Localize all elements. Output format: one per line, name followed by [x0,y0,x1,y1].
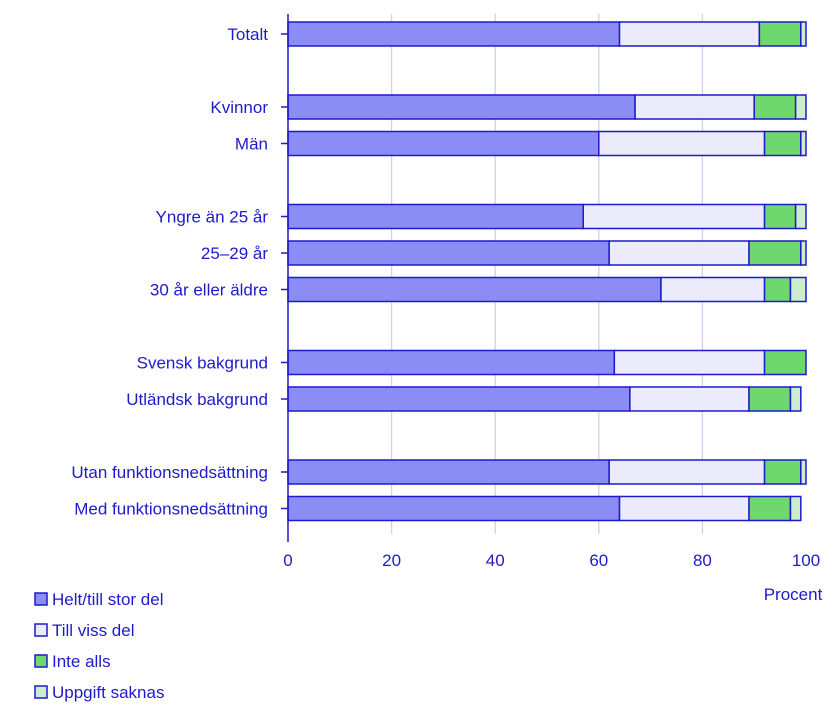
bar-segment-med-funktionsnedsattning-inte-alls [748,495,792,522]
x-tick-label-40: 40 [486,551,505,570]
bar-segment-yngre-an-25-ar-till-viss-del [582,203,766,230]
bar-row-svensk-bakgrund [287,349,807,376]
bar-segment-yngre-an-25-ar-helt-till-stor-del [287,203,585,230]
bar-segment-utlandsk-bakgrund-uppgift-saknas [789,386,802,412]
bar-segment-man-helt-till-stor-del [287,130,600,157]
category-label-25-29-ar: 25–29 år [201,244,268,263]
bar-segment-man-till-viss-del [598,130,766,157]
bar-segment-kvinnor-till-viss-del [634,94,755,120]
bar-segment-utan-funktionsnedsattning-till-viss-del [608,459,766,485]
bar-row-kvinnor [287,94,807,120]
bar-segment-30-ar-eller-aldre-inte-alls [763,276,792,303]
legend-label-till-viss-del: Till viss del [52,621,135,640]
x-tick-label-80: 80 [693,551,712,570]
bar-row-30-ar-eller-aldre [287,276,807,303]
legend-label-inte-alls: Inte alls [52,652,111,671]
legend-label-helt-till-stor-del: Helt/till stor del [52,590,163,609]
legend: Helt/till stor del Till viss del Inte alls… [34,590,164,702]
bar-row-man [287,130,807,157]
bar-segment-30-ar-eller-aldre-till-viss-del [660,276,766,303]
bar-segment-totalt-helt-till-stor-del [287,21,621,47]
bar-row-utlandsk-bakgrund [287,386,802,412]
legend-item-till-viss-del: Till viss del [34,621,135,640]
category-label-utlandsk-bakgrund: Utländsk bakgrund [126,390,268,409]
bar-segment-utan-funktionsnedsattning-inte-alls [763,459,802,485]
x-tick-label-100: 100 [792,551,820,570]
bar-segment-kvinnor-uppgift-saknas [794,94,807,120]
category-labels: Totalt Kvinnor Män Yngre än 25 år 25–29 år 30… [71,25,288,519]
bar-segment-yngre-an-25-ar-uppgift-saknas [794,203,807,230]
category-label-yngre-an-25-ar: Yngre än 25 år [156,208,269,227]
bar-row-yngre-an-25-ar [287,203,807,230]
category-label-30-ar-eller-aldre: 30 år eller äldre [150,281,268,300]
bar-segment-yngre-an-25-ar-inte-alls [763,203,797,230]
bar-segment-utlandsk-bakgrund-inte-alls [748,386,792,412]
bar-segment-utan-funktionsnedsattning-helt-till-stor-del [287,459,610,485]
legend-swatch-inte-alls [34,654,48,668]
bar-segment-utlandsk-bakgrund-till-viss-del [629,386,750,412]
bar-segment-med-funktionsnedsattning-helt-till-stor-del [287,495,621,522]
category-label-totalt: Totalt [227,25,268,44]
legend-swatch-uppgift-saknas [34,685,48,699]
bar-row-totalt [287,21,807,47]
bar-segment-totalt-till-viss-del [618,21,761,47]
bar-row-med-funktionsnedsattning [287,495,802,522]
category-label-med-funktionsnedsattning: Med funktionsnedsättning [74,500,268,519]
legend-item-uppgift-saknas: Uppgift saknas [34,683,164,702]
bar-segment-utan-funktionsnedsattning-uppgift-saknas [800,459,807,485]
category-label-man: Män [235,135,268,154]
bar-segment-man-inte-alls [763,130,802,157]
legend-item-helt-till-stor-del: Helt/till stor del [34,590,163,609]
bar-segment-30-ar-eller-aldre-uppgift-saknas [789,276,807,303]
bar-segment-25-29-ar-inte-alls [748,240,802,266]
bar-row-utan-funktionsnedsattning [287,459,807,485]
category-label-utan-funktionsnedsattning: Utan funktionsnedsättning [71,463,268,482]
bar-segment-25-29-ar-uppgift-saknas [800,240,807,266]
x-tick-label-60: 60 [589,551,608,570]
category-label-svensk-bakgrund: Svensk bakgrund [137,354,268,373]
category-label-kvinnor: Kvinnor [210,98,268,117]
bar-segment-med-funktionsnedsattning-till-viss-del [618,495,750,522]
bar-segment-25-29-ar-till-viss-del [608,240,750,266]
bar-segment-totalt-uppgift-saknas [800,21,807,47]
x-tick-label-0: 0 [283,551,292,570]
bar-segment-man-uppgift-saknas [800,130,807,157]
bar-segment-25-29-ar-helt-till-stor-del [287,240,610,266]
bars [287,21,807,522]
bar-segment-totalt-inte-alls [758,21,802,47]
bar-segment-med-funktionsnedsattning-uppgift-saknas [789,495,802,522]
grid-lines [390,14,704,534]
legend-swatch-helt-till-stor-del [34,592,48,606]
bar-segment-svensk-bakgrund-inte-alls [763,349,807,376]
bar-segment-svensk-bakgrund-till-viss-del [613,349,766,376]
x-axis-ticks: 0 20 40 60 80 100 [283,551,820,570]
legend-item-inte-alls: Inte alls [34,652,111,671]
bar-segment-kvinnor-inte-alls [753,94,797,120]
legend-swatch-till-viss-del [34,623,48,637]
bar-segment-utlandsk-bakgrund-helt-till-stor-del [287,386,631,412]
x-tick-label-20: 20 [382,551,401,570]
bar-segment-30-ar-eller-aldre-helt-till-stor-del [287,276,662,303]
bar-segment-kvinnor-helt-till-stor-del [287,94,636,120]
bar-row-25-29-ar [287,240,807,266]
bar-segment-svensk-bakgrund-helt-till-stor-del [287,349,616,376]
legend-label-uppgift-saknas: Uppgift saknas [52,683,164,702]
x-axis-title: Procent [764,585,823,604]
